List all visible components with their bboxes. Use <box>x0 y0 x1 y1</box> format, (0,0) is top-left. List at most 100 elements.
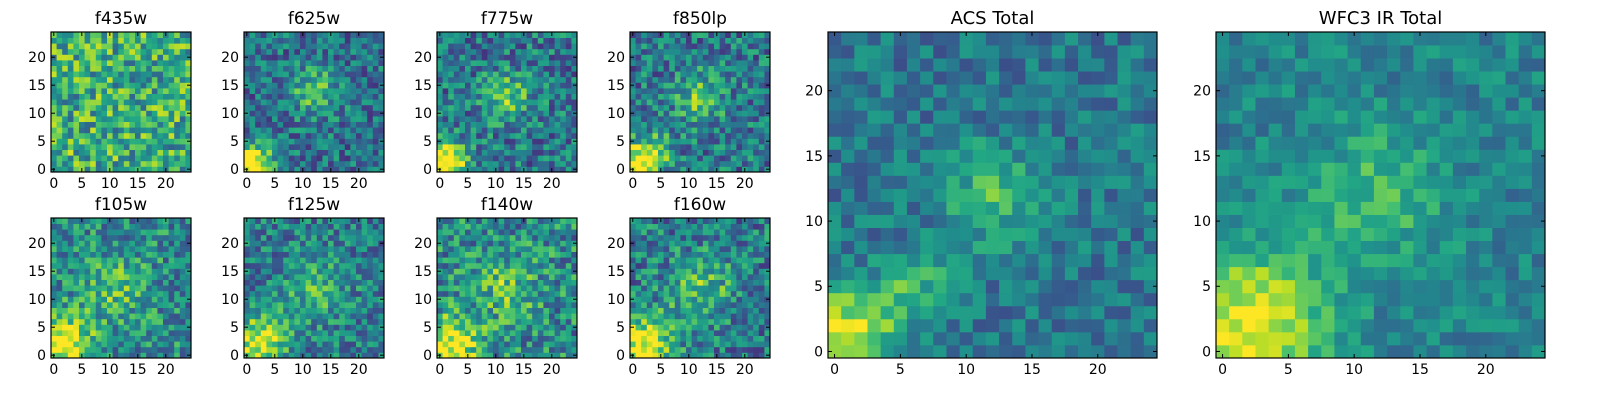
heatmap-cell <box>708 302 715 308</box>
heatmap-cell <box>311 335 318 342</box>
x-tick-label: 0 <box>49 176 58 192</box>
heatmap-cell <box>571 76 578 83</box>
heatmap-cell <box>372 223 379 230</box>
heatmap-cell <box>361 110 368 117</box>
heatmap-cell <box>652 37 659 44</box>
heatmap-cell <box>504 60 511 66</box>
heatmap-cell <box>565 48 572 55</box>
heatmap-cell <box>630 290 636 297</box>
heatmap-cell <box>90 127 97 134</box>
heatmap-cell <box>560 246 567 252</box>
heatmap-cell <box>521 149 527 156</box>
heatmap-cell <box>300 302 306 308</box>
heatmap-cell <box>571 335 578 342</box>
heatmap-cell <box>481 155 488 162</box>
heatmap-cell <box>521 155 527 162</box>
heatmap-cell <box>174 60 181 66</box>
heatmap-cell <box>151 335 158 342</box>
heatmap-cell <box>515 48 522 55</box>
heatmap-cell <box>350 76 357 83</box>
heatmap-cell <box>537 88 544 94</box>
heatmap-cell <box>652 144 659 150</box>
heatmap-cell <box>747 76 754 83</box>
heatmap-cell <box>465 104 471 111</box>
heatmap-cell <box>255 99 262 106</box>
heatmap-cell <box>260 93 267 100</box>
heatmap-cell <box>123 71 130 78</box>
heatmap-cell <box>367 65 374 72</box>
heatmap-cell <box>442 296 449 303</box>
heatmap-cell <box>179 60 186 66</box>
heatmap-cell <box>549 346 555 353</box>
heatmap-cell <box>73 240 80 247</box>
heatmap-cell <box>367 138 374 145</box>
heatmap-cell <box>90 138 97 145</box>
heatmap-cell <box>442 48 449 55</box>
heatmap-cell <box>146 268 153 275</box>
heatmap-cell <box>465 160 471 167</box>
heatmap-cell <box>663 65 670 72</box>
heatmap-cell <box>266 279 273 286</box>
heatmap-cell <box>560 302 567 308</box>
heatmap-cell <box>157 104 164 111</box>
heatmap-cell <box>719 99 726 106</box>
heatmap-cell <box>560 48 567 55</box>
heatmap-cell <box>294 234 301 241</box>
heatmap-cell <box>691 65 698 72</box>
heatmap-cell <box>669 268 676 275</box>
heatmap-cell <box>481 99 488 106</box>
heatmap-cell <box>129 93 136 100</box>
heatmap-cell <box>157 48 164 55</box>
heatmap-cell <box>515 166 522 173</box>
heatmap-cell <box>560 257 567 264</box>
heatmap-cell <box>487 318 494 325</box>
heatmap-cell <box>453 110 460 117</box>
heatmap-cell <box>686 274 692 280</box>
heatmap-cell <box>372 116 379 122</box>
heatmap-cell <box>356 318 362 325</box>
heatmap-cell <box>277 262 284 269</box>
heatmap-cell <box>277 240 284 247</box>
heatmap-cell <box>328 246 334 252</box>
heatmap-cell <box>470 104 477 111</box>
heatmap-cell <box>680 296 687 303</box>
heatmap-cell <box>62 218 69 224</box>
heatmap-cell <box>691 290 698 297</box>
heatmap-cell <box>663 93 670 100</box>
heatmap-cell <box>543 160 550 167</box>
heatmap-cell <box>123 240 130 247</box>
heatmap-cell <box>543 307 550 314</box>
heatmap-cell <box>635 110 642 117</box>
heatmap-cell <box>437 341 443 348</box>
heatmap-cell <box>521 93 527 100</box>
heatmap-cell <box>56 37 63 44</box>
heatmap-cell <box>635 144 642 150</box>
heatmap-cell <box>448 127 455 134</box>
heatmap-cell <box>532 166 539 173</box>
heatmap-cell <box>260 335 267 342</box>
heatmap-cell <box>151 65 158 72</box>
heatmap-cell <box>140 60 147 66</box>
heatmap-cell <box>367 132 374 139</box>
heatmap-cell <box>758 285 765 292</box>
heatmap-cell <box>112 234 119 241</box>
heatmap-cell <box>356 335 362 342</box>
heatmap-cell <box>101 144 108 150</box>
heatmap-cell <box>372 229 379 236</box>
heatmap-cell <box>646 302 653 308</box>
heatmap-cell <box>151 121 158 128</box>
heatmap-cell <box>669 65 676 72</box>
heatmap-cell <box>554 324 561 331</box>
heatmap-cell <box>311 149 318 156</box>
heatmap-cell <box>316 257 323 264</box>
heatmap-cell <box>465 144 471 150</box>
heatmap-cell <box>135 144 141 150</box>
heatmap-cell <box>708 279 715 286</box>
heatmap-cell <box>344 60 351 66</box>
heatmap-cell <box>459 149 466 156</box>
heatmap-cell <box>101 37 108 44</box>
heatmap-cell <box>554 144 561 150</box>
heatmap-cell <box>90 290 97 297</box>
heatmap-cell <box>630 71 636 78</box>
heatmap-cell <box>504 279 511 286</box>
